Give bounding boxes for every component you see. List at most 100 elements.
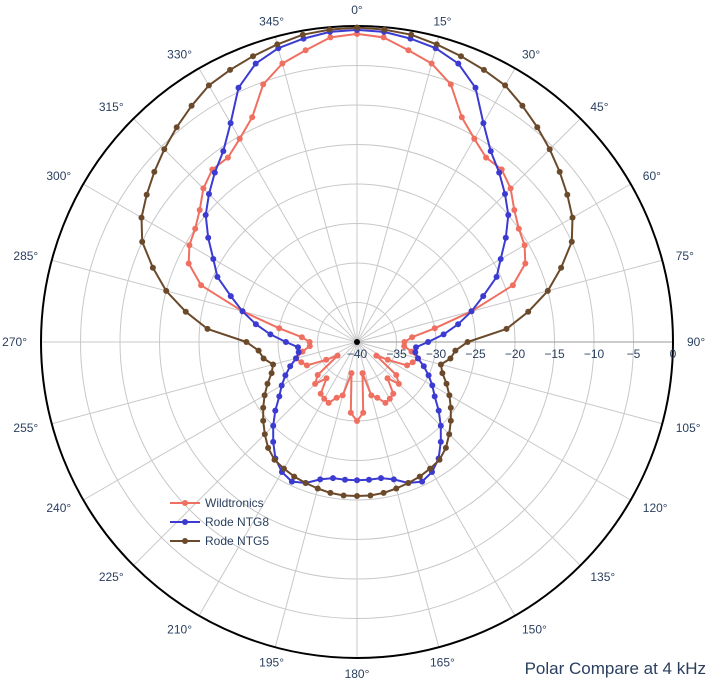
data-point [446,392,453,399]
radial-tick-label: −30 [426,347,447,361]
data-point [452,347,459,354]
data-point [544,287,551,294]
angular-grid-line [356,183,631,343]
data-point [455,60,462,67]
data-point [151,168,158,175]
data-point [260,81,267,88]
data-point [295,344,301,351]
data-point [202,212,209,218]
data-point [267,331,274,338]
data-point [252,60,259,67]
data-point [468,308,475,315]
angular-grid-line [356,341,631,501]
data-point [427,465,434,472]
data-point [323,375,330,382]
data-point [472,84,479,91]
data-point [334,352,341,359]
radial-tick-label: −35 [386,347,407,361]
data-point [493,273,500,280]
data-point [480,66,487,73]
angular-grid-line [356,259,663,343]
data-point [455,321,462,328]
data-point [507,185,514,192]
data-point [204,325,211,332]
data-point [569,214,576,221]
data-point [390,390,397,397]
center-dot [354,339,360,345]
data-point [447,404,454,411]
angular-tick-label: 210° [167,623,192,637]
angular-grid-line [356,341,581,566]
data-point [415,355,421,362]
data-point [437,438,444,445]
data-point [139,238,146,245]
data-point [374,394,381,401]
data-point [214,273,221,280]
data-point [480,293,487,300]
data-point [409,334,416,341]
data-point [270,422,277,429]
angular-tick-labels: 0° 15° 30° 45° 60° 75° 90° 105° 120° 135° 150° 165°… [2,3,705,681]
legend-label: Wildtronics [205,496,264,510]
data-point [327,489,334,496]
data-point [404,362,411,369]
angular-grid-line [356,36,440,343]
data-point [224,154,231,161]
data-point [380,34,387,41]
data-point [205,234,212,241]
data-point [405,480,412,486]
data-point [413,344,419,351]
data-point [339,392,346,399]
angular-grid-line [133,341,358,566]
data-point [192,225,199,232]
angular-tick-label: 300° [46,169,71,183]
angular-grid-line [356,341,516,616]
data-point [471,135,478,142]
data-point [260,404,267,411]
data-point [433,41,440,48]
data-point [347,409,354,416]
angular-tick-label: 195° [259,656,284,670]
data-point [239,308,246,315]
data-point [428,60,435,67]
data-point [368,392,375,399]
data-point [525,308,532,315]
angular-tick-label: 60° [643,169,661,183]
data-point [276,325,283,332]
data-point [409,359,416,366]
data-point [276,393,283,400]
angular-tick-label: 45° [590,100,608,114]
data-point [274,41,281,48]
data-point [437,361,444,368]
data-point [390,476,397,483]
data-point [416,473,423,480]
angular-tick-label: 165° [430,656,455,670]
angular-tick-label: 180° [345,667,370,681]
data-point [431,393,438,400]
data-point [163,287,170,294]
data-point [437,422,444,429]
data-point [522,260,529,267]
data-point [314,485,321,492]
data-point [497,256,504,262]
data-point [173,124,180,131]
angular-tick-label: 90° [687,335,705,349]
radial-tick-label: 0 [670,347,677,361]
data-point [354,493,360,499]
data-point [442,444,449,451]
data-point [405,47,412,54]
angular-grid-line [356,118,581,343]
data-point [380,489,387,496]
data-point [261,392,268,399]
angular-tick-label: 285° [13,249,38,263]
data-point [327,34,334,41]
data-point [279,60,286,67]
angular-tick-label: 255° [13,421,38,435]
radial-tick-label: −10 [584,347,605,361]
data-point [302,47,309,54]
data-point [270,438,277,445]
data-point [502,82,509,89]
data-point [342,476,348,483]
data-point [503,325,510,332]
data-point [282,339,289,345]
